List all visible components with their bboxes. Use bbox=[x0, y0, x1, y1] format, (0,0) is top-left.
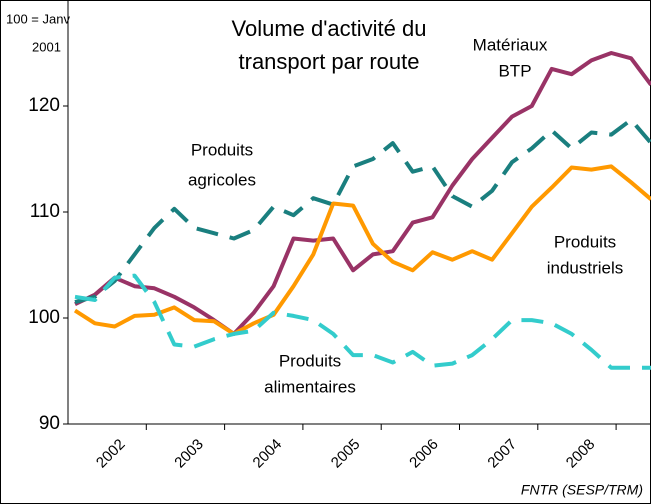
series-label: alimentaires bbox=[264, 377, 356, 396]
source: FNTR (SESP/TRM) bbox=[521, 482, 643, 498]
series-label: industriels bbox=[547, 258, 624, 277]
series-line bbox=[74, 51, 651, 336]
chart-title: Volume d'activité du bbox=[232, 16, 427, 41]
series-line bbox=[74, 273, 651, 370]
series-line bbox=[73, 164, 651, 336]
chart-title: transport par route bbox=[239, 49, 420, 74]
series-label: Produits bbox=[191, 140, 253, 159]
y-axis-label: 2001 bbox=[32, 39, 61, 54]
series-label: BTP bbox=[498, 61, 531, 80]
y-tick-label: 110 bbox=[30, 201, 60, 222]
y-tick-label: 120 bbox=[28, 95, 60, 116]
series-label: Produits bbox=[279, 351, 341, 370]
series-line bbox=[74, 117, 651, 305]
series-label: Matériaux bbox=[473, 35, 548, 54]
y-tick-label: 90 bbox=[39, 413, 60, 434]
series-label: Produits bbox=[554, 232, 616, 251]
y-tick-label: 100 bbox=[28, 307, 60, 328]
y-axis-label: 100 = Janv bbox=[6, 11, 70, 26]
series-label: agricoles bbox=[188, 170, 256, 189]
